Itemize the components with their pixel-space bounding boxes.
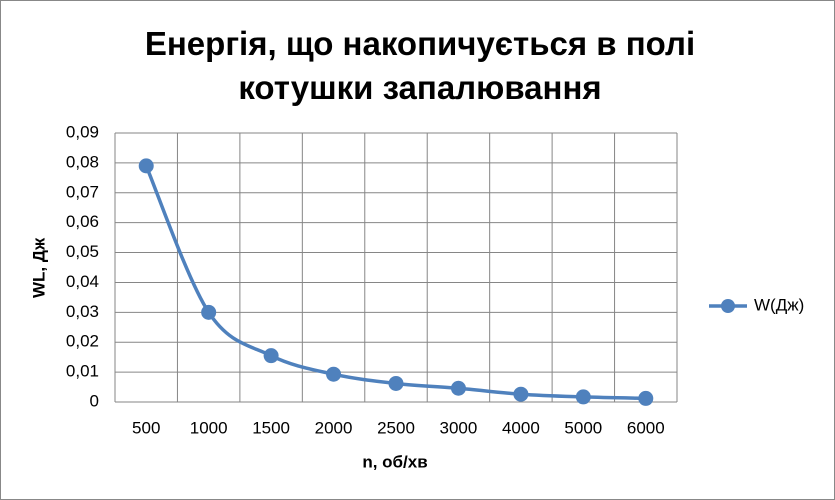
x-tick-label: 6000: [627, 418, 665, 437]
point: [138, 158, 154, 174]
point: [450, 380, 466, 396]
x-tick-label: 2500: [377, 418, 415, 437]
y-tick-label: 0,06: [66, 212, 99, 231]
y-tick-label: 0,08: [66, 152, 99, 171]
point: [575, 389, 591, 405]
point: [513, 386, 529, 402]
y-tick-label: 0,09: [66, 122, 99, 141]
y-tick-label: 0: [90, 391, 99, 410]
y-axis-label: WL, Дж: [29, 237, 48, 298]
x-tick-label: 5000: [564, 418, 602, 437]
y-tick-label: 0,05: [66, 242, 99, 261]
y-tick-label: 0,07: [66, 182, 99, 201]
x-tick-label: 3000: [440, 418, 478, 437]
point: [263, 348, 279, 364]
point: [201, 304, 217, 320]
x-tick-label: 1000: [190, 418, 228, 437]
x-tick-label: 1500: [252, 418, 290, 437]
point: [388, 375, 404, 391]
legend-marker: [721, 299, 735, 313]
point: [638, 390, 654, 406]
y-tick-label: 0,01: [66, 362, 99, 381]
y-tick-label: 0,03: [66, 302, 99, 321]
x-axis-label: n, об/хв: [362, 452, 427, 471]
y-tick-label: 0,04: [66, 272, 99, 291]
chart-title: Енергія, що накопичується в полі котушки…: [144, 25, 696, 106]
legend-label: W(Дж): [754, 295, 804, 314]
x-tick-label: 4000: [502, 418, 540, 437]
y-tick-label: 0,02: [66, 332, 99, 351]
x-tick-label: 500: [132, 418, 160, 437]
x-tick-label: 2000: [315, 418, 353, 437]
point: [326, 366, 342, 382]
